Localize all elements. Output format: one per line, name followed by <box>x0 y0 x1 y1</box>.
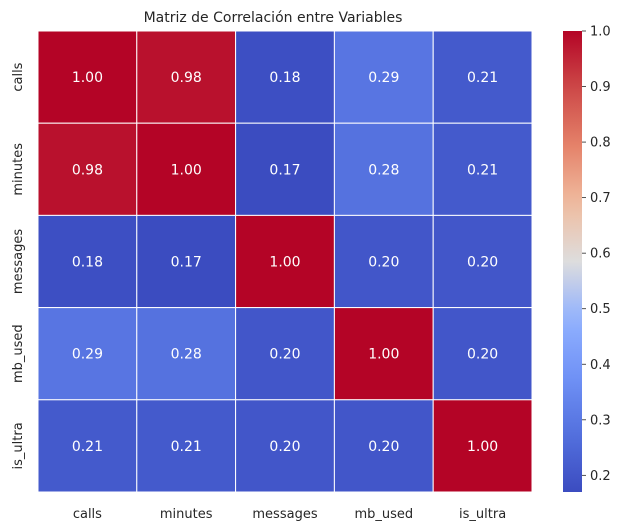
heatmap-cell <box>235 399 335 493</box>
colorbar-tick-label: 0.7 <box>590 191 611 206</box>
cell-value-label: 0.29 <box>72 347 103 363</box>
cell-value-label: 0.98 <box>171 70 202 86</box>
cell-value-label: 0.21 <box>171 439 202 455</box>
cell-value-label: 0.20 <box>467 255 498 271</box>
x-tick-label: calls <box>73 507 102 522</box>
heatmap-cell <box>136 399 237 493</box>
heatmap-cell <box>136 30 237 124</box>
heatmap-cell <box>37 30 138 124</box>
cell-value-label: 1.00 <box>72 70 103 86</box>
cell-value-label: 0.28 <box>368 162 399 178</box>
cell-value-label: 0.28 <box>171 347 202 363</box>
cell-value-label: 0.29 <box>368 70 399 86</box>
cell-value-label: 0.21 <box>72 439 103 455</box>
colorbar-tick-label: 0.9 <box>590 80 611 95</box>
heatmap-cell <box>235 122 335 216</box>
heatmap-cell <box>235 214 335 309</box>
heatmap-cell <box>333 214 434 309</box>
cell-value-label: 0.21 <box>467 70 498 86</box>
x-tick-label: minutes <box>160 507 213 522</box>
cell-value-label: 0.17 <box>269 162 300 178</box>
heatmap-cell <box>432 122 533 216</box>
x-tick-label: mb_used <box>354 507 413 522</box>
heatmap-cell <box>432 399 533 493</box>
y-axis-tick-labels: calls minutes messages mb_used is_ultra <box>11 62 26 469</box>
y-tick-label: is_ultra <box>11 422 26 469</box>
x-tick-label: is_ultra <box>459 507 506 522</box>
cell-value-label: 1.00 <box>171 162 202 178</box>
heatmap-cell <box>432 30 533 124</box>
heatmap-cell <box>235 30 335 124</box>
cell-value-label: 0.21 <box>467 162 498 178</box>
cell-value-label: 0.17 <box>171 255 202 271</box>
heatmap-cell <box>37 307 138 401</box>
cell-value-label: 0.18 <box>269 70 300 86</box>
heatmap-cell <box>37 122 138 216</box>
cell-value-label: 0.20 <box>269 439 300 455</box>
y-tick-label: calls <box>11 62 26 91</box>
colorbar-gradient <box>563 31 582 492</box>
heatmap-cell <box>432 214 533 309</box>
y-tick-label: messages <box>11 229 26 294</box>
colorbar-tick-label: 0.2 <box>590 469 611 484</box>
heatmap-cells <box>37 30 533 493</box>
y-tick-label: minutes <box>11 143 26 196</box>
colorbar: 0.2 0.3 0.4 0.5 0.6 0.7 0.8 0.9 1.0 <box>563 25 611 492</box>
heatmap-cell-labels: 1.00 0.98 0.18 0.29 0.21 0.98 1.00 0.17 0.28 0.21… <box>72 70 498 455</box>
cell-value-label: 0.20 <box>467 347 498 363</box>
colorbar-tick-label: 0.8 <box>590 136 611 151</box>
heatmap-cell <box>333 30 434 124</box>
cell-value-label: 1.00 <box>269 255 300 271</box>
colorbar-tick-label: 1.0 <box>590 25 611 40</box>
chart-title: Matriz de Correlación entre Variables <box>144 10 403 26</box>
heatmap-cell <box>37 399 138 493</box>
cell-value-label: 0.18 <box>72 255 103 271</box>
heatmap-cell <box>136 307 237 401</box>
x-tick-label: messages <box>252 507 317 522</box>
colorbar-tick-label: 0.3 <box>590 413 611 428</box>
cell-value-label: 1.00 <box>368 347 399 363</box>
heatmap-cell <box>235 307 335 401</box>
heatmap-cell <box>136 214 237 309</box>
colorbar-tick-label: 0.5 <box>590 302 611 317</box>
heatmap-cell <box>432 307 533 401</box>
colorbar-tick-label: 0.4 <box>590 358 611 373</box>
cell-value-label: 0.98 <box>72 162 103 178</box>
cell-value-label: 0.20 <box>368 439 399 455</box>
y-tick-label: mb_used <box>11 324 26 383</box>
x-axis-tick-labels: calls minutes messages mb_used is_ultra <box>73 507 506 522</box>
cell-value-label: 1.00 <box>467 439 498 455</box>
colorbar-tick-label: 0.6 <box>590 247 611 262</box>
heatmap-cell <box>333 307 434 401</box>
cell-value-label: 0.20 <box>269 347 300 363</box>
cell-value-label: 0.20 <box>368 255 399 271</box>
